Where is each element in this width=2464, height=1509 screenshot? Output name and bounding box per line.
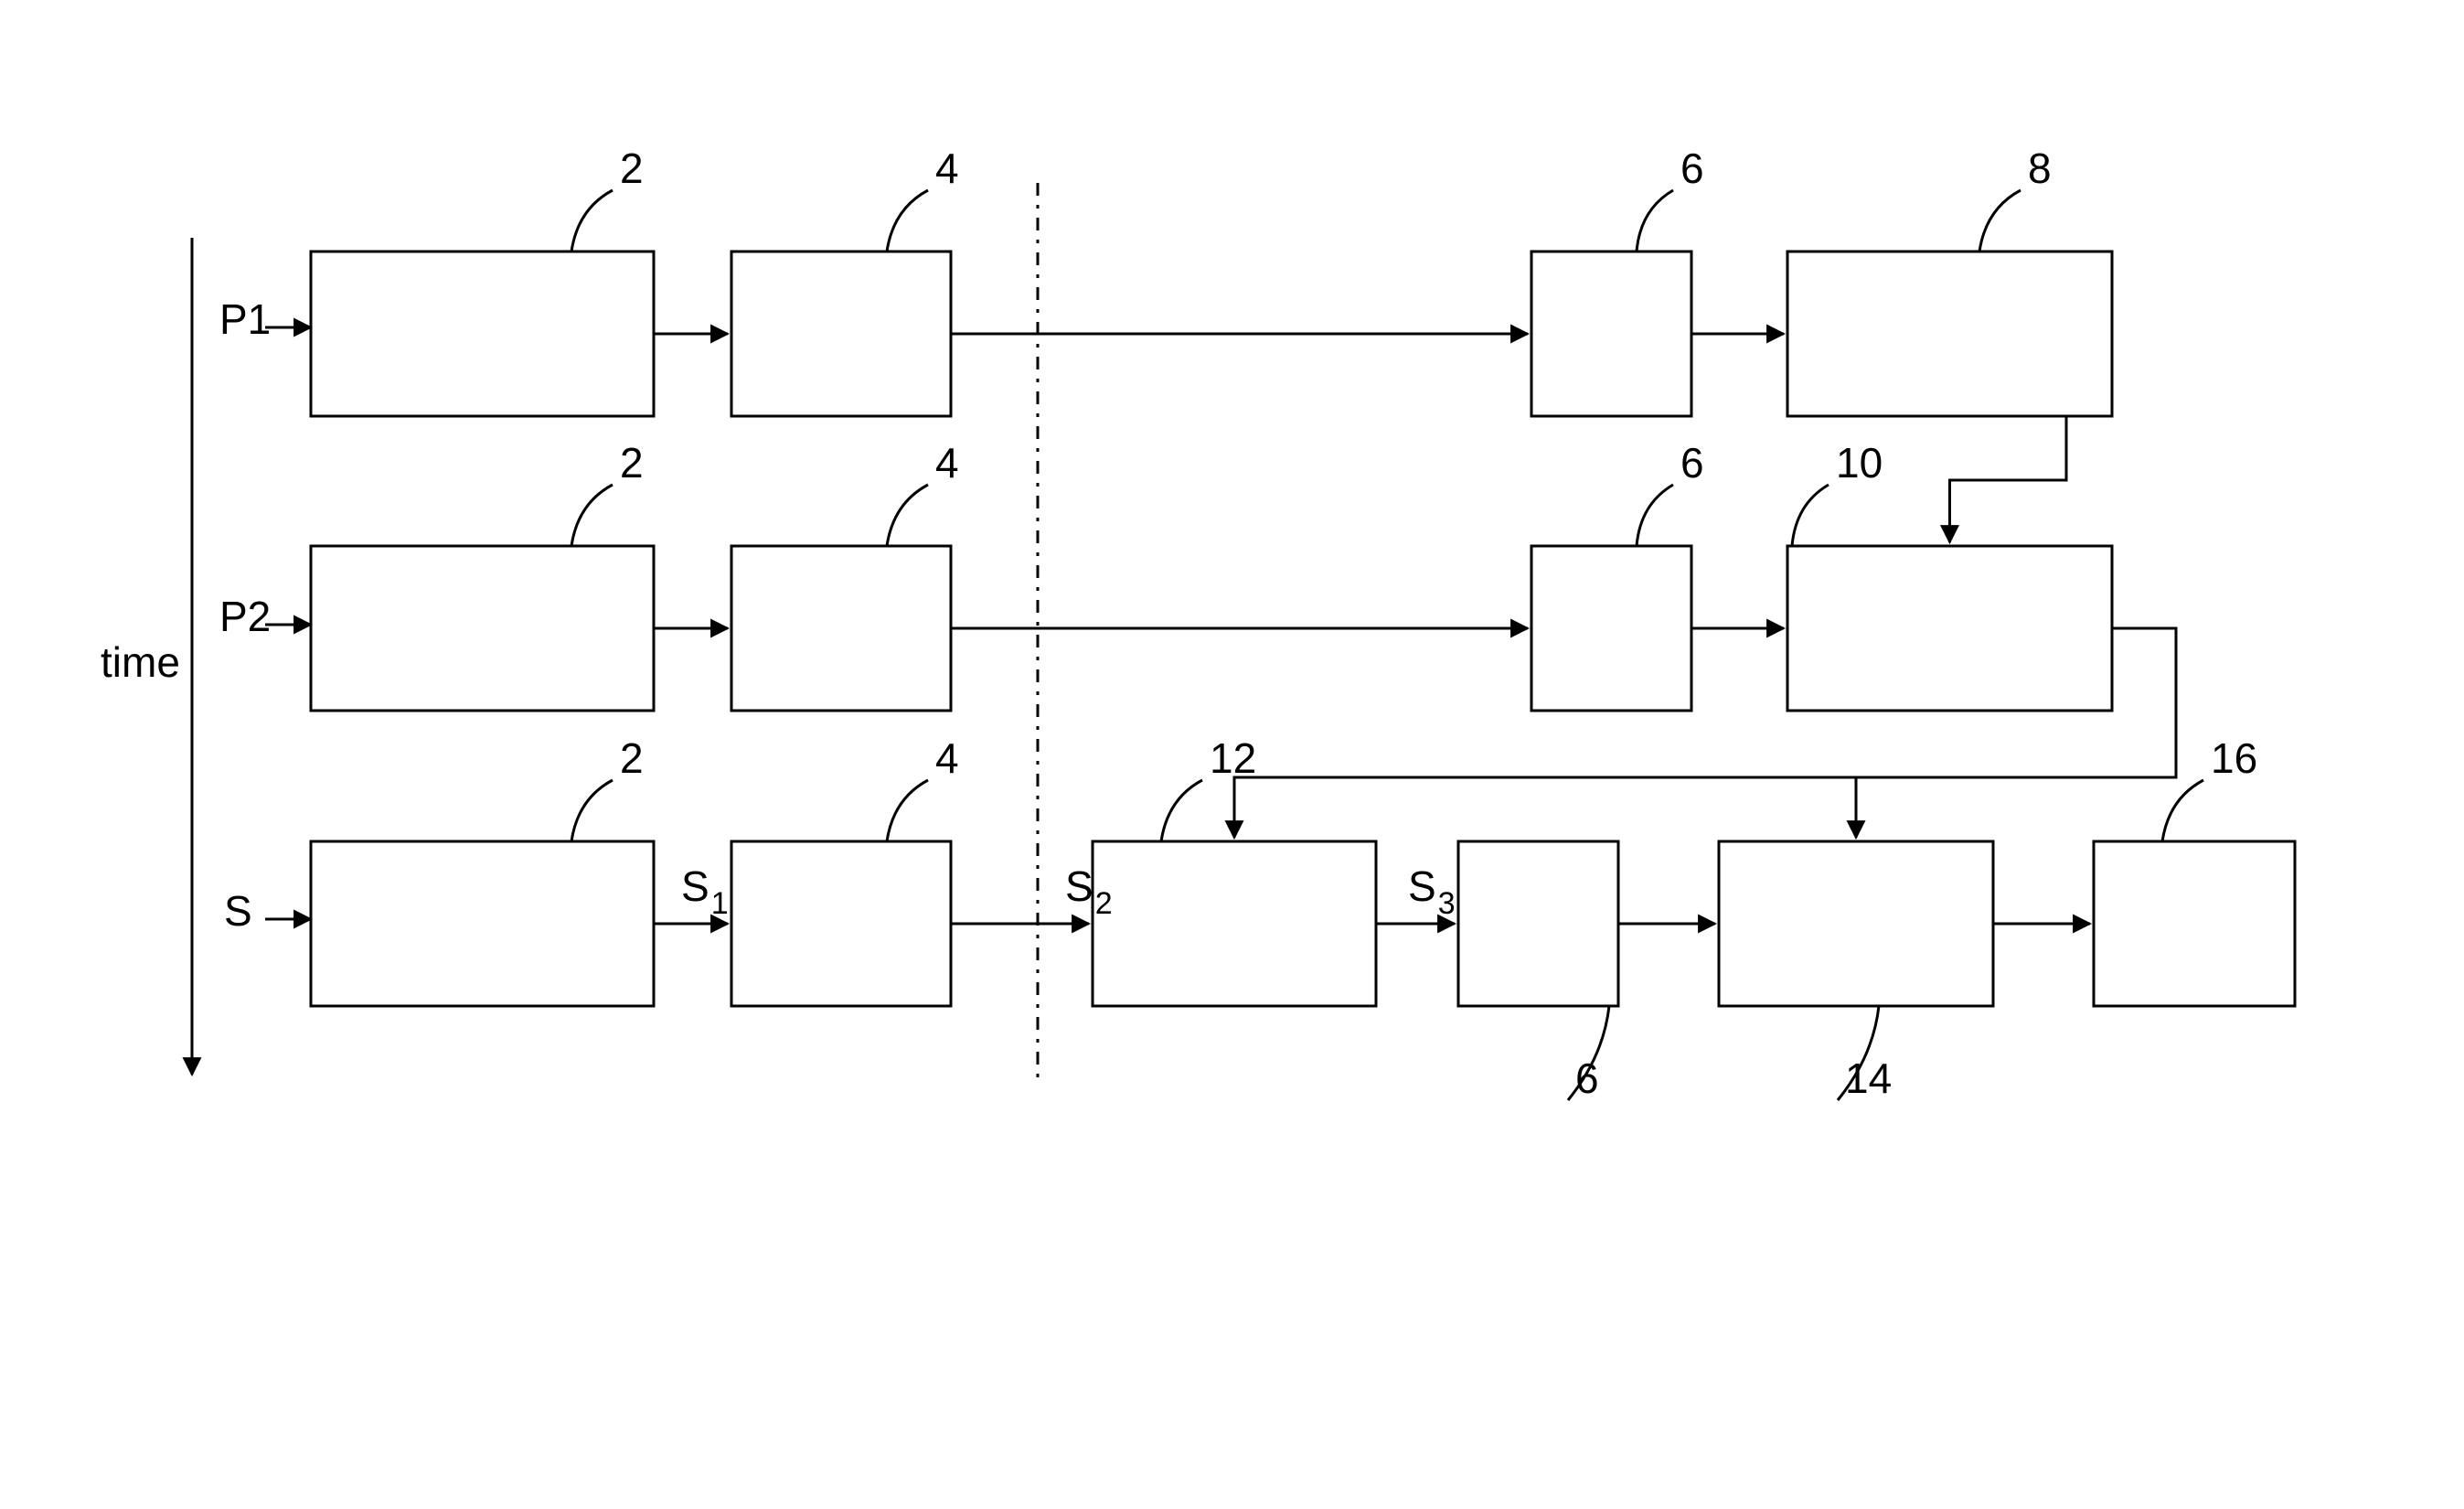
leader-r3_4 bbox=[887, 780, 928, 841]
leader-r2_10 bbox=[1792, 485, 1829, 546]
time-axis-label: time bbox=[101, 638, 180, 686]
node-r2_10 bbox=[1787, 546, 2112, 711]
edge-e_10_to_14 bbox=[1856, 777, 2176, 838]
edge-e_8_to_10 bbox=[1950, 416, 2067, 542]
node-number-r1_2: 2 bbox=[620, 144, 644, 192]
leader-r2_4 bbox=[887, 485, 928, 546]
node-r3_2 bbox=[311, 841, 654, 1006]
node-number-r1_6: 6 bbox=[1680, 144, 1704, 192]
node-number-r2_10: 10 bbox=[1836, 439, 1883, 487]
row-label-P2: P2 bbox=[219, 593, 271, 640]
leader-r1_2 bbox=[571, 190, 613, 252]
leader-r1_6 bbox=[1637, 190, 1673, 252]
node-r3_12 bbox=[1093, 841, 1376, 1006]
leader-r3_16 bbox=[2162, 780, 2203, 841]
leader-r3_12 bbox=[1161, 780, 1202, 841]
node-r2_4 bbox=[731, 546, 951, 711]
node-number-r2_6: 6 bbox=[1680, 439, 1704, 487]
node-r3_6 bbox=[1458, 841, 1618, 1006]
node-r2_6 bbox=[1531, 546, 1691, 711]
row-label-S: S bbox=[224, 887, 252, 935]
node-r1_8 bbox=[1787, 252, 2112, 416]
node-r3_14 bbox=[1719, 841, 1993, 1006]
node-number-r1_8: 8 bbox=[2028, 144, 2052, 192]
leader-r2_6 bbox=[1637, 485, 1673, 546]
node-number-r3_16: 16 bbox=[2211, 734, 2257, 782]
node-r3_16 bbox=[2094, 841, 2295, 1006]
node-number-r3_12: 12 bbox=[1210, 734, 1256, 782]
node-number-r3_14: 14 bbox=[1845, 1054, 1892, 1102]
edge-label-e_r3_2_4: S1 bbox=[681, 862, 729, 921]
node-number-r3_4: 4 bbox=[935, 734, 959, 782]
node-number-r2_2: 2 bbox=[620, 439, 644, 487]
row-label-P1: P1 bbox=[219, 295, 271, 343]
leader-r3_2 bbox=[571, 780, 613, 841]
leader-r1_4 bbox=[887, 190, 928, 252]
node-number-r1_4: 4 bbox=[935, 144, 959, 192]
node-r1_4 bbox=[731, 252, 951, 416]
edge-e_10_to_12 bbox=[1234, 628, 2176, 838]
node-number-r3_6: 6 bbox=[1575, 1054, 1599, 1102]
node-r1_2 bbox=[311, 252, 654, 416]
edge-label-e_r3_12_6: S3 bbox=[1408, 862, 1456, 921]
leader-r1_8 bbox=[1979, 190, 2021, 252]
leader-r2_2 bbox=[571, 485, 613, 546]
node-number-r3_2: 2 bbox=[620, 734, 644, 782]
node-number-r2_4: 4 bbox=[935, 439, 959, 487]
node-r2_2 bbox=[311, 546, 654, 711]
edge-label-e_r3_4_12: S2 bbox=[1065, 862, 1113, 921]
node-r1_6 bbox=[1531, 252, 1691, 416]
node-r3_4 bbox=[731, 841, 951, 1006]
